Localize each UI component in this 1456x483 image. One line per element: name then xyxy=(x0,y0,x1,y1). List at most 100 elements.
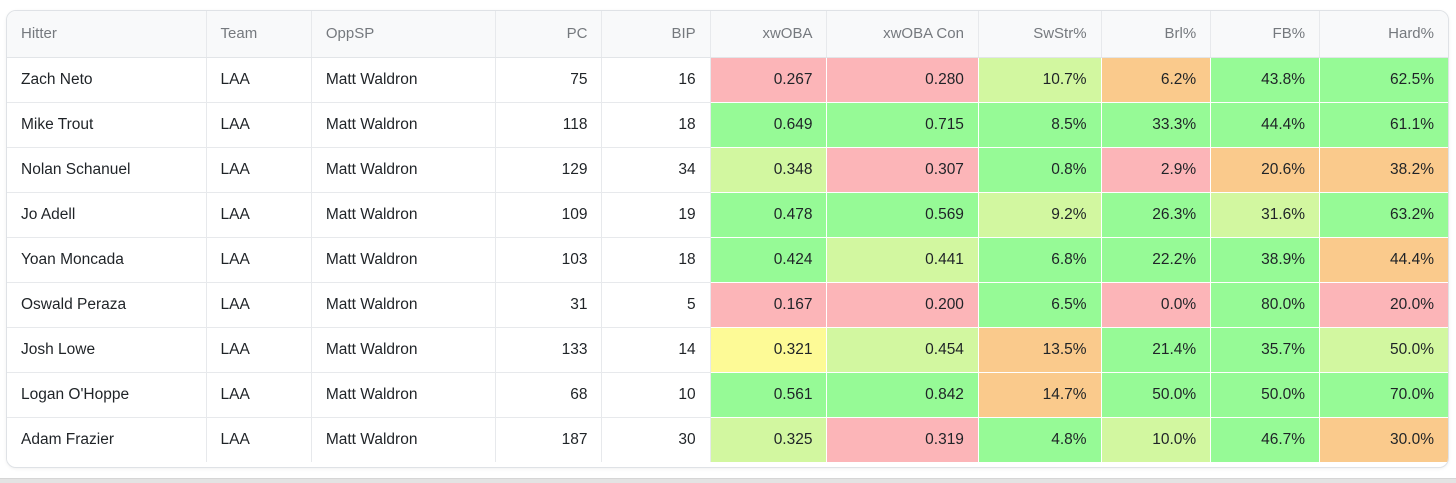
cell-fb: 20.6% xyxy=(1210,147,1321,193)
cell-bip: 30 xyxy=(601,417,711,462)
cell-hard: 50.0% xyxy=(1319,327,1448,373)
cell-oppsp: Matt Waldron xyxy=(311,147,496,193)
cell-hard: 70.0% xyxy=(1319,372,1448,418)
column-header-fb[interactable]: FB% xyxy=(1210,11,1321,58)
cell-team: LAA xyxy=(206,282,312,328)
cell-bip: 14 xyxy=(601,327,711,373)
cell-hard: 63.2% xyxy=(1319,192,1448,238)
cell-xwoba-con: 0.569 xyxy=(826,192,979,238)
table-body: Zach Neto LAA Matt Waldron 75 16 0.267 0.280 10… xyxy=(7,57,1448,462)
cell-hitter: Logan O'Hoppe xyxy=(7,372,207,418)
cell-pc: 31 xyxy=(495,282,603,328)
cell-swstr: 9.2% xyxy=(978,192,1102,238)
cell-team: LAA xyxy=(206,102,312,148)
column-header-bip[interactable]: BIP xyxy=(601,11,711,58)
header-row: Hitter Team OppSP PC BIP xwOBA xwOBA Con SwStr%… xyxy=(7,11,1448,58)
table-row: Jo Adell LAA Matt Waldron 109 19 0.478 0.569 9.… xyxy=(7,192,1448,238)
cell-xwoba: 0.478 xyxy=(710,192,828,238)
table-row: Josh Lowe LAA Matt Waldron 133 14 0.321 0.454 1… xyxy=(7,327,1448,373)
cell-hitter: Adam Frazier xyxy=(7,417,207,462)
hitter-stats-table: Hitter Team OppSP PC BIP xwOBA xwOBA Con SwStr%… xyxy=(7,11,1448,462)
cell-xwoba: 0.561 xyxy=(710,372,828,418)
cell-xwoba-con: 0.842 xyxy=(826,372,979,418)
table-row: Nolan Schanuel LAA Matt Waldron 129 34 0.348 0… xyxy=(7,147,1448,193)
cell-hard: 30.0% xyxy=(1319,417,1448,462)
cell-oppsp: Matt Waldron xyxy=(311,327,496,373)
cell-hitter: Zach Neto xyxy=(7,57,207,103)
cell-xwoba-con: 0.280 xyxy=(826,57,979,103)
cell-fb: 35.7% xyxy=(1210,327,1321,373)
cell-hitter: Mike Trout xyxy=(7,102,207,148)
cell-xwoba: 0.325 xyxy=(710,417,828,462)
hitter-stats-table-card: Hitter Team OppSP PC BIP xwOBA xwOBA Con SwStr%… xyxy=(6,10,1449,468)
cell-hitter: Nolan Schanuel xyxy=(7,147,207,193)
cell-fb: 80.0% xyxy=(1210,282,1321,328)
column-header-swstr[interactable]: SwStr% xyxy=(978,11,1102,58)
cell-swstr: 13.5% xyxy=(978,327,1102,373)
column-header-pc[interactable]: PC xyxy=(495,11,603,58)
horizontal-scrollbar-track[interactable] xyxy=(0,478,1456,483)
table-row: Logan O'Hoppe LAA Matt Waldron 68 10 0.561 0.8… xyxy=(7,372,1448,418)
cell-hard: 62.5% xyxy=(1319,57,1448,103)
cell-oppsp: Matt Waldron xyxy=(311,57,496,103)
cell-fb: 38.9% xyxy=(1210,237,1321,283)
cell-oppsp: Matt Waldron xyxy=(311,237,496,283)
cell-xwoba: 0.267 xyxy=(710,57,828,103)
column-header-hard[interactable]: Hard% xyxy=(1319,11,1448,58)
cell-xwoba-con: 0.715 xyxy=(826,102,979,148)
cell-hitter: Oswald Peraza xyxy=(7,282,207,328)
cell-pc: 133 xyxy=(495,327,603,373)
cell-brl: 10.0% xyxy=(1101,417,1212,462)
cell-bip: 10 xyxy=(601,372,711,418)
cell-fb: 50.0% xyxy=(1210,372,1321,418)
column-header-brl[interactable]: Brl% xyxy=(1101,11,1212,58)
column-header-xwoba-con[interactable]: xwOBA Con xyxy=(826,11,979,58)
cell-swstr: 6.8% xyxy=(978,237,1102,283)
cell-xwoba: 0.649 xyxy=(710,102,828,148)
cell-pc: 118 xyxy=(495,102,603,148)
table-row: Adam Frazier LAA Matt Waldron 187 30 0.325 0.3… xyxy=(7,417,1448,462)
cell-bip: 16 xyxy=(601,57,711,103)
cell-brl: 21.4% xyxy=(1101,327,1212,373)
cell-xwoba-con: 0.200 xyxy=(826,282,979,328)
column-header-hitter[interactable]: Hitter xyxy=(7,11,207,58)
cell-xwoba: 0.167 xyxy=(710,282,828,328)
cell-brl: 6.2% xyxy=(1101,57,1212,103)
cell-oppsp: Matt Waldron xyxy=(311,102,496,148)
cell-fb: 46.7% xyxy=(1210,417,1321,462)
cell-oppsp: Matt Waldron xyxy=(311,282,496,328)
column-header-xwoba[interactable]: xwOBA xyxy=(710,11,828,58)
cell-brl: 22.2% xyxy=(1101,237,1212,283)
cell-swstr: 0.8% xyxy=(978,147,1102,193)
cell-oppsp: Matt Waldron xyxy=(311,417,496,462)
cell-xwoba-con: 0.454 xyxy=(826,327,979,373)
cell-swstr: 8.5% xyxy=(978,102,1102,148)
cell-pc: 68 xyxy=(495,372,603,418)
cell-hitter: Josh Lowe xyxy=(7,327,207,373)
cell-hitter: Yoan Moncada xyxy=(7,237,207,283)
cell-bip: 18 xyxy=(601,102,711,148)
cell-brl: 0.0% xyxy=(1101,282,1212,328)
cell-team: LAA xyxy=(206,192,312,238)
cell-swstr: 10.7% xyxy=(978,57,1102,103)
cell-hitter: Jo Adell xyxy=(7,192,207,238)
table-row: Oswald Peraza LAA Matt Waldron 31 5 0.167 0.20… xyxy=(7,282,1448,328)
cell-team: LAA xyxy=(206,237,312,283)
cell-xwoba-con: 0.319 xyxy=(826,417,979,462)
cell-hard: 20.0% xyxy=(1319,282,1448,328)
cell-xwoba-con: 0.307 xyxy=(826,147,979,193)
cell-xwoba: 0.348 xyxy=(710,147,828,193)
cell-xwoba-con: 0.441 xyxy=(826,237,979,283)
table-row: Yoan Moncada LAA Matt Waldron 103 18 0.424 0.4… xyxy=(7,237,1448,283)
cell-team: LAA xyxy=(206,372,312,418)
column-header-team[interactable]: Team xyxy=(206,11,312,58)
cell-team: LAA xyxy=(206,417,312,462)
cell-team: LAA xyxy=(206,147,312,193)
cell-pc: 129 xyxy=(495,147,603,193)
cell-bip: 18 xyxy=(601,237,711,283)
cell-brl: 33.3% xyxy=(1101,102,1212,148)
cell-pc: 103 xyxy=(495,237,603,283)
cell-pc: 187 xyxy=(495,417,603,462)
column-header-oppsp[interactable]: OppSP xyxy=(311,11,496,58)
cell-brl: 50.0% xyxy=(1101,372,1212,418)
